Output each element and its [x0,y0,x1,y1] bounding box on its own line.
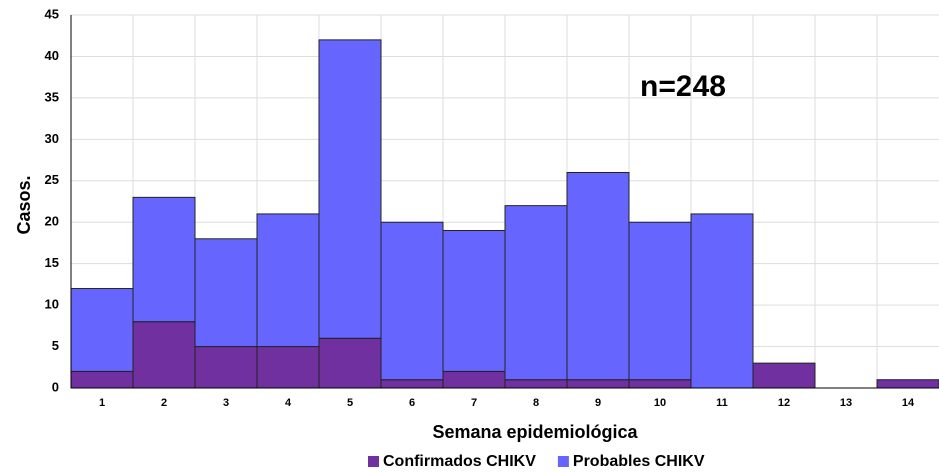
bar [628,379,692,389]
bar [132,321,196,389]
y-tick-label: 5 [52,338,59,353]
y-axis-label: Casos. [14,175,34,234]
x-tick-label: 2 [161,397,167,409]
y-tick-label: 20 [45,214,59,229]
y-tick-label: 25 [45,172,59,187]
legend-swatch [557,456,569,467]
bar [380,379,444,389]
x-tick-label: 1 [99,397,105,409]
bar [442,230,506,372]
bar [504,205,568,381]
x-tick-label: 8 [533,397,539,409]
y-tick-label: 0 [52,379,59,394]
bar [70,370,134,389]
bar [256,213,320,348]
y-tick-label: 15 [45,255,59,270]
x-tick-label: 3 [223,397,229,409]
x-tick-label: 14 [902,397,915,409]
bar [876,379,939,389]
legend-swatch [368,456,379,467]
bar [752,362,816,389]
bar [318,39,382,339]
bar [628,221,692,381]
bar [194,238,258,348]
bar [132,196,196,323]
x-tick-label: 6 [409,397,415,409]
x-tick-label: 9 [595,397,601,409]
y-tick-label: 30 [45,131,59,146]
x-tick-label: 13 [840,397,852,409]
bar [566,379,630,389]
bar [318,337,382,389]
bar [504,379,568,389]
bar [442,370,506,389]
bar [566,171,630,381]
x-tick-label: 11 [716,397,728,409]
bar [690,213,754,389]
bar [256,346,320,389]
y-tick-label: 35 [45,89,59,104]
x-tick-label: 5 [347,397,353,409]
bar [380,221,444,381]
bar [70,288,134,372]
x-tick-label: 12 [778,397,790,409]
legend-label: Probables CHIKV [573,453,705,470]
x-axis-label: Semana epidemiológica [432,422,638,442]
bar [194,346,258,389]
y-tick-label: 45 [45,6,59,21]
y-tick-label: 10 [45,297,59,312]
x-tick-label: 7 [471,397,477,409]
x-tick-label: 10 [654,397,666,409]
x-tick-label: 4 [285,397,292,409]
legend-label: Confirmados CHIKV [383,453,536,470]
y-tick-label: 40 [45,48,59,63]
